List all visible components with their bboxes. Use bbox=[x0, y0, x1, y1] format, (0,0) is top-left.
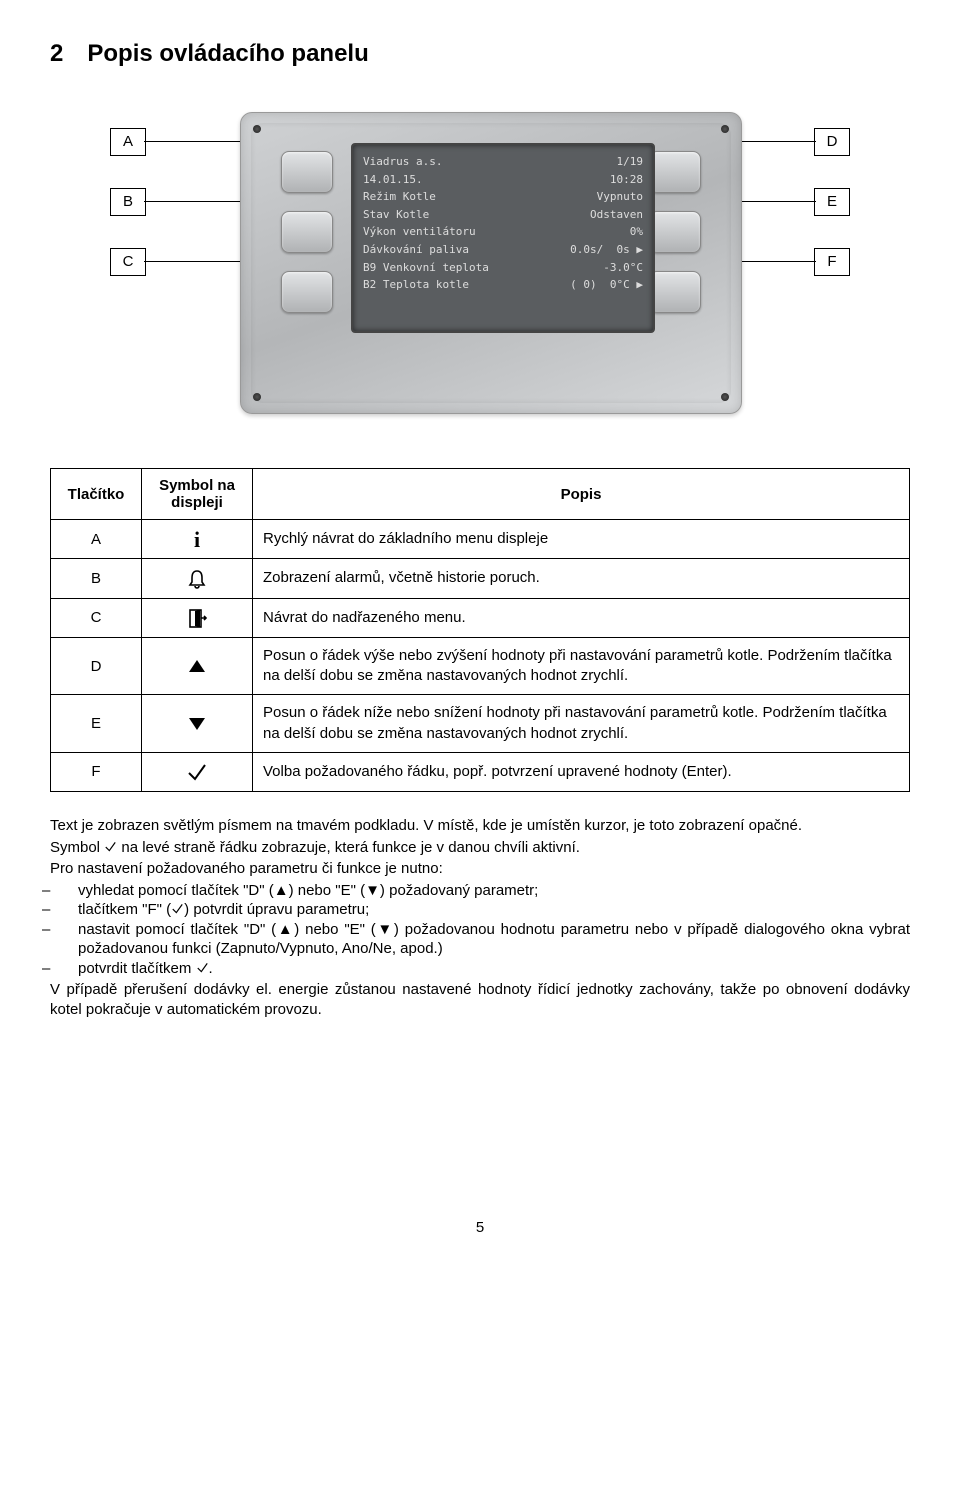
panel-button-d bbox=[649, 151, 701, 193]
device-panel: Viadrus a.s.1/19 14.01.15.10:28 Režim Ko… bbox=[240, 112, 742, 414]
th-symbol: Symbol na displeji bbox=[142, 469, 253, 520]
label-e: E bbox=[814, 188, 850, 216]
body-text: Text je zobrazen světlým písmem na tmavé… bbox=[50, 816, 910, 1019]
label-c: C bbox=[110, 248, 146, 276]
label-f: F bbox=[814, 248, 850, 276]
label-a: A bbox=[110, 128, 146, 156]
info-icon bbox=[142, 520, 253, 559]
exit-icon bbox=[142, 598, 253, 637]
page-number: 5 bbox=[50, 1219, 910, 1236]
section-number: 2 bbox=[50, 40, 63, 68]
th-button: Tlačítko bbox=[51, 469, 142, 520]
table-row: F Volba požadovaného řádku, popř. potvrz… bbox=[51, 752, 910, 791]
check-icon bbox=[104, 840, 117, 853]
para-1: Text je zobrazen světlým písmem na tmavé… bbox=[50, 816, 910, 836]
panel-button-a bbox=[281, 151, 333, 193]
table-row: D Posun o řádek výše nebo zvýšení hodnot… bbox=[51, 637, 910, 695]
list-item: nastavit pomocí tlačítek "D" (▲) nebo "E… bbox=[78, 920, 910, 959]
panel-illustration: A B C D E F Viadrus a.s.1/19 14.01.15.10… bbox=[50, 92, 910, 432]
table-row: E Posun o řádek níže nebo snížení hodnot… bbox=[51, 695, 910, 753]
table-row: B Zobrazení alarmů, včetně historie poru… bbox=[51, 559, 910, 598]
label-b: B bbox=[110, 188, 146, 216]
section-heading: 2 Popis ovládacího panelu bbox=[50, 40, 910, 68]
table-row: A Rychlý návrat do základního menu displ… bbox=[51, 520, 910, 559]
check-icon bbox=[142, 752, 253, 791]
panel-button-b bbox=[281, 211, 333, 253]
para-4: V případě přerušení dodávky el. energie … bbox=[50, 980, 910, 1019]
bell-icon bbox=[142, 559, 253, 598]
up-icon bbox=[142, 637, 253, 695]
device-screen: Viadrus a.s.1/19 14.01.15.10:28 Režim Ko… bbox=[351, 143, 655, 333]
para-2: Symbol na levé straně řádku zobrazuje, k… bbox=[50, 838, 910, 858]
section-title: Popis ovládacího panelu bbox=[87, 40, 368, 67]
list-item: tlačítkem "F" () potvrdit úpravu paramet… bbox=[78, 900, 910, 920]
check-icon bbox=[196, 961, 209, 974]
list-item: vyhledat pomocí tlačítek "D" (▲) nebo "E… bbox=[78, 881, 910, 901]
panel-button-c bbox=[281, 271, 333, 313]
panel-button-e bbox=[649, 211, 701, 253]
buttons-table: Tlačítko Symbol na displeji Popis A Rych… bbox=[50, 468, 910, 792]
down-icon bbox=[142, 695, 253, 753]
panel-button-f bbox=[649, 271, 701, 313]
th-desc: Popis bbox=[253, 469, 910, 520]
para-3: Pro nastavení požadovaného parametru či … bbox=[50, 859, 910, 879]
label-d: D bbox=[814, 128, 850, 156]
table-row: C Návrat do nadřazeného menu. bbox=[51, 598, 910, 637]
list-item: potvrdit tlačítkem . bbox=[78, 959, 910, 979]
check-icon bbox=[171, 902, 184, 915]
